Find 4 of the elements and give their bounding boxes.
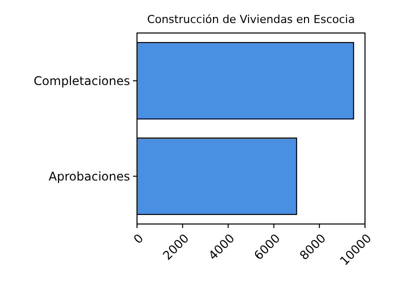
chart-title: Construcción de Viviendas en Escocia (147, 13, 355, 26)
x-tick-label: 0 (130, 231, 146, 246)
y-tick-label: Completaciones (34, 74, 130, 88)
y-tick-label: Aprobaciones (48, 169, 130, 184)
